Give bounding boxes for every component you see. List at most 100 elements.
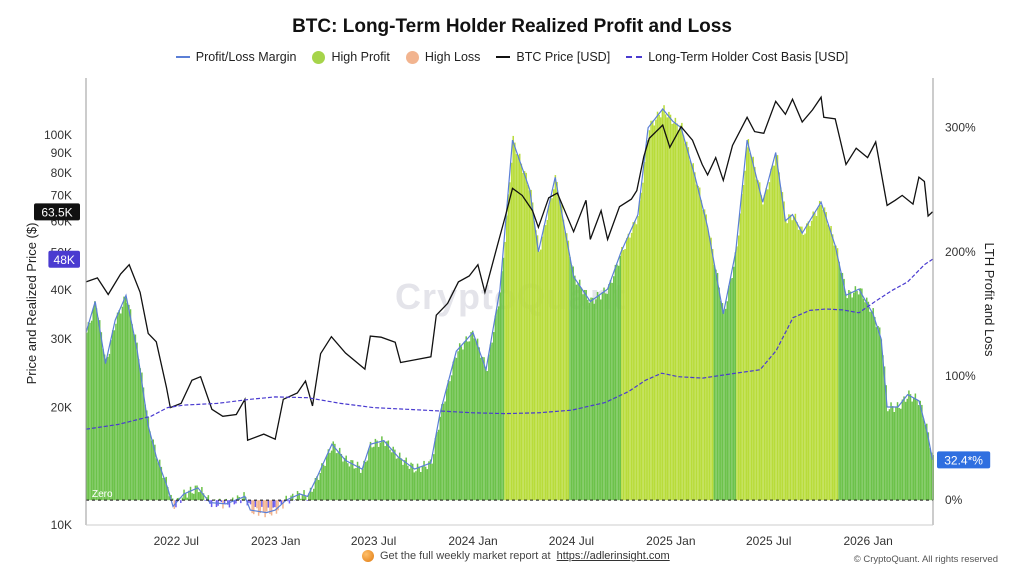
pnl-bar: [540, 249, 542, 501]
pnl-bar: [642, 182, 644, 501]
pnl-bar: [635, 224, 638, 501]
pnl-bar: [720, 300, 722, 501]
pnl-bar: [804, 233, 806, 501]
pnl-bar: [617, 265, 620, 501]
legend-item-btc-price[interactable]: BTC Price [USD]: [496, 50, 610, 64]
legend-item-high-loss[interactable]: High Loss: [405, 50, 480, 64]
pnl-bar: [541, 236, 544, 501]
pnl-bar: [515, 154, 518, 501]
pnl-bar: [608, 284, 610, 501]
legend-item-high-profit[interactable]: High Profit: [312, 50, 390, 64]
pnl-bar: [911, 401, 913, 501]
pnl-bar: [684, 143, 686, 501]
pnl-bar: [413, 472, 416, 501]
footer-link[interactable]: https://adlerinsight.com: [556, 550, 670, 562]
pnl-bar: [694, 172, 696, 501]
report-orb-icon: [362, 550, 374, 562]
pnl-bar: [322, 464, 325, 501]
pnl-bar: [762, 204, 764, 501]
pnl-bar: [557, 196, 560, 501]
pnl-bar: [329, 452, 331, 501]
pnl-bar: [606, 293, 609, 501]
pnl-bar: [830, 225, 832, 501]
pnl-bar: [313, 488, 315, 501]
pnl-bar: [415, 471, 417, 501]
pnl-bar: [561, 204, 563, 501]
pnl-bar: [445, 388, 448, 501]
y-left-tick-label: 70K: [51, 188, 72, 202]
pnl-bar: [398, 452, 401, 501]
pnl-bar: [754, 167, 756, 501]
pnl-bar: [410, 462, 412, 501]
pnl-bar: [673, 123, 675, 501]
pnl-bar: [715, 269, 717, 501]
pnl-bar: [619, 255, 621, 501]
pnl-bar: [739, 213, 741, 501]
pnl-bar: [917, 404, 920, 501]
pnl-bar: [859, 288, 861, 501]
pnl-bar: [838, 261, 840, 501]
pnl-bar: [335, 453, 338, 501]
pnl-bar: [661, 108, 664, 501]
pnl-bar: [878, 327, 881, 501]
pnl-bar: [692, 163, 694, 501]
chart-title: BTC: Long-Term Holder Realized Profit an…: [292, 16, 732, 37]
legend-label-high-profit: High Profit: [331, 50, 390, 64]
legend-item-margin[interactable]: Profit/Loss Margin: [175, 50, 297, 64]
pnl-bar: [340, 453, 343, 501]
pnl-bar: [676, 123, 678, 501]
x-tick-label: 2023 Jan: [251, 534, 300, 548]
pnl-bar: [494, 315, 497, 501]
pnl-bar: [259, 500, 262, 514]
legend-label-margin: Profit/Loss Margin: [195, 50, 297, 64]
pnl-bar: [504, 241, 506, 501]
pnl-bar: [921, 404, 923, 501]
pnl-bar: [155, 458, 158, 501]
pnl-bar: [569, 256, 571, 501]
pnl-bar: [285, 495, 287, 501]
pnl-bar: [570, 265, 573, 501]
pnl-bar: [919, 400, 921, 501]
pnl-bar: [601, 292, 604, 501]
pnl-bar: [486, 371, 489, 501]
pnl-bar: [655, 119, 657, 501]
pnl-bar: [689, 160, 691, 501]
pnl-bar: [103, 354, 106, 501]
pnl-bar: [100, 332, 103, 501]
pnl-bar: [528, 190, 531, 501]
pnl-bar: [324, 465, 326, 501]
pnl-bar: [218, 498, 221, 501]
pnl-bar: [123, 296, 125, 501]
pnl-bar: [240, 500, 242, 504]
pnl-bar: [338, 447, 341, 501]
pnl-bar: [909, 394, 912, 501]
pnl-bar: [728, 285, 730, 501]
pnl-bar: [150, 440, 153, 501]
pnl-bar: [710, 237, 712, 501]
x-tick-label: 2025 Jul: [746, 534, 791, 548]
pnl-bar: [356, 461, 359, 501]
copyright: © CryptoQuant. All rights reserved: [853, 554, 998, 565]
pnl-bar: [828, 228, 831, 501]
pnl-bar: [896, 402, 899, 501]
pnl-bar: [167, 487, 169, 501]
pnl-bar: [439, 416, 441, 501]
pnl-bar: [288, 500, 291, 504]
pnl-bar: [368, 448, 370, 501]
pnl-bar: [390, 452, 393, 501]
pnl-bar: [381, 436, 383, 501]
pnl-bar: [781, 192, 784, 501]
badge-current-margin: 32.4*%: [944, 453, 983, 467]
pnl-bar: [493, 332, 495, 501]
x-tick-label: 2024 Jan: [448, 534, 497, 548]
pnl-bar: [147, 417, 150, 501]
pnl-bar: [509, 182, 511, 501]
pnl-bar: [690, 164, 693, 501]
legend-item-cost-basis[interactable]: Long-Term Holder Cost Basis [USD]: [626, 50, 848, 64]
pnl-bar: [853, 292, 855, 501]
pnl-bar: [681, 122, 683, 501]
y-right-tick-label: 100%: [945, 369, 976, 383]
pnl-bar: [496, 309, 498, 501]
pnl-bar: [817, 207, 819, 501]
pnl-bar: [86, 332, 88, 501]
